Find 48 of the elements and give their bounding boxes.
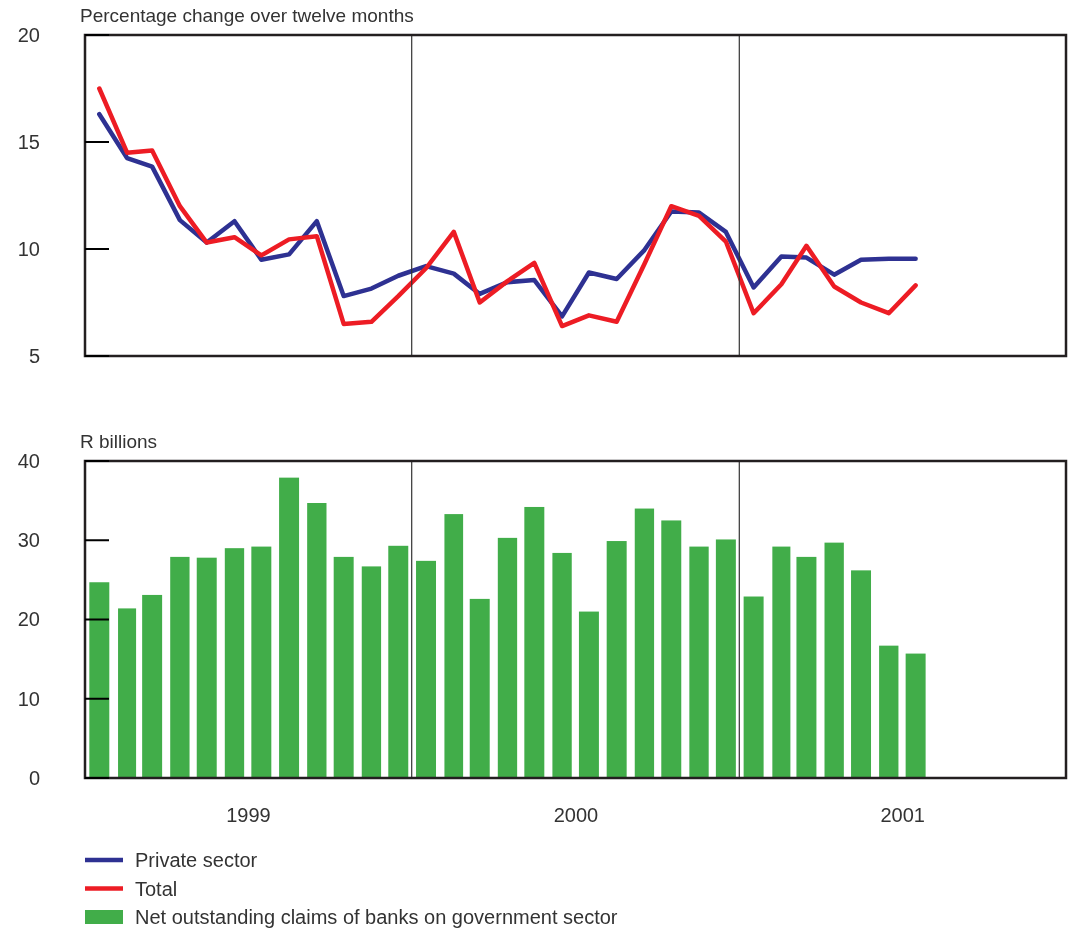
x-tick-label: 2000	[553, 804, 599, 827]
bar	[361, 566, 382, 778]
y-tick-label: 20	[17, 23, 40, 46]
bar	[118, 608, 137, 778]
bar	[796, 556, 817, 778]
y-tick-label: 0	[28, 766, 40, 789]
bar	[715, 539, 736, 778]
y-tick-label: 10	[17, 687, 40, 710]
bar	[634, 508, 655, 778]
bar	[279, 477, 300, 778]
bar	[469, 598, 490, 778]
bar	[388, 545, 409, 778]
bar	[661, 520, 682, 778]
bar	[416, 560, 437, 778]
bar	[251, 546, 272, 778]
x-tick-label: 1999	[226, 804, 271, 827]
y-tick-label: 5	[28, 344, 40, 367]
bar	[552, 552, 572, 778]
y-axis-title: Percentage change over twelve months	[80, 5, 414, 26]
bar	[444, 514, 464, 778]
bar	[524, 506, 545, 778]
bar	[851, 570, 872, 778]
bar	[879, 645, 899, 778]
bar	[578, 611, 599, 778]
y-tick-label: 20	[17, 608, 40, 631]
bar	[824, 542, 844, 778]
bar	[743, 596, 764, 778]
bar	[905, 653, 926, 778]
y-tick-label: 10	[17, 237, 40, 260]
legend-label: Net outstanding claims of banks on government sector	[135, 906, 618, 928]
y-tick-label: 15	[17, 130, 40, 153]
bar	[772, 546, 791, 778]
bar	[307, 503, 327, 778]
legend-label: Private sector	[135, 849, 258, 871]
bar	[170, 556, 190, 778]
bar	[689, 546, 709, 778]
bar	[497, 537, 518, 778]
legend-label: Total	[135, 877, 178, 900]
bar	[142, 594, 163, 778]
bar	[196, 557, 217, 778]
bar	[333, 556, 354, 778]
x-tick-label: 2001	[880, 804, 925, 827]
bar	[224, 548, 245, 778]
y-axis-title: R billions	[80, 431, 158, 452]
bar	[606, 541, 627, 778]
y-tick-label: 40	[17, 449, 40, 472]
bar	[89, 582, 110, 778]
y-tick-label: 30	[17, 529, 40, 552]
